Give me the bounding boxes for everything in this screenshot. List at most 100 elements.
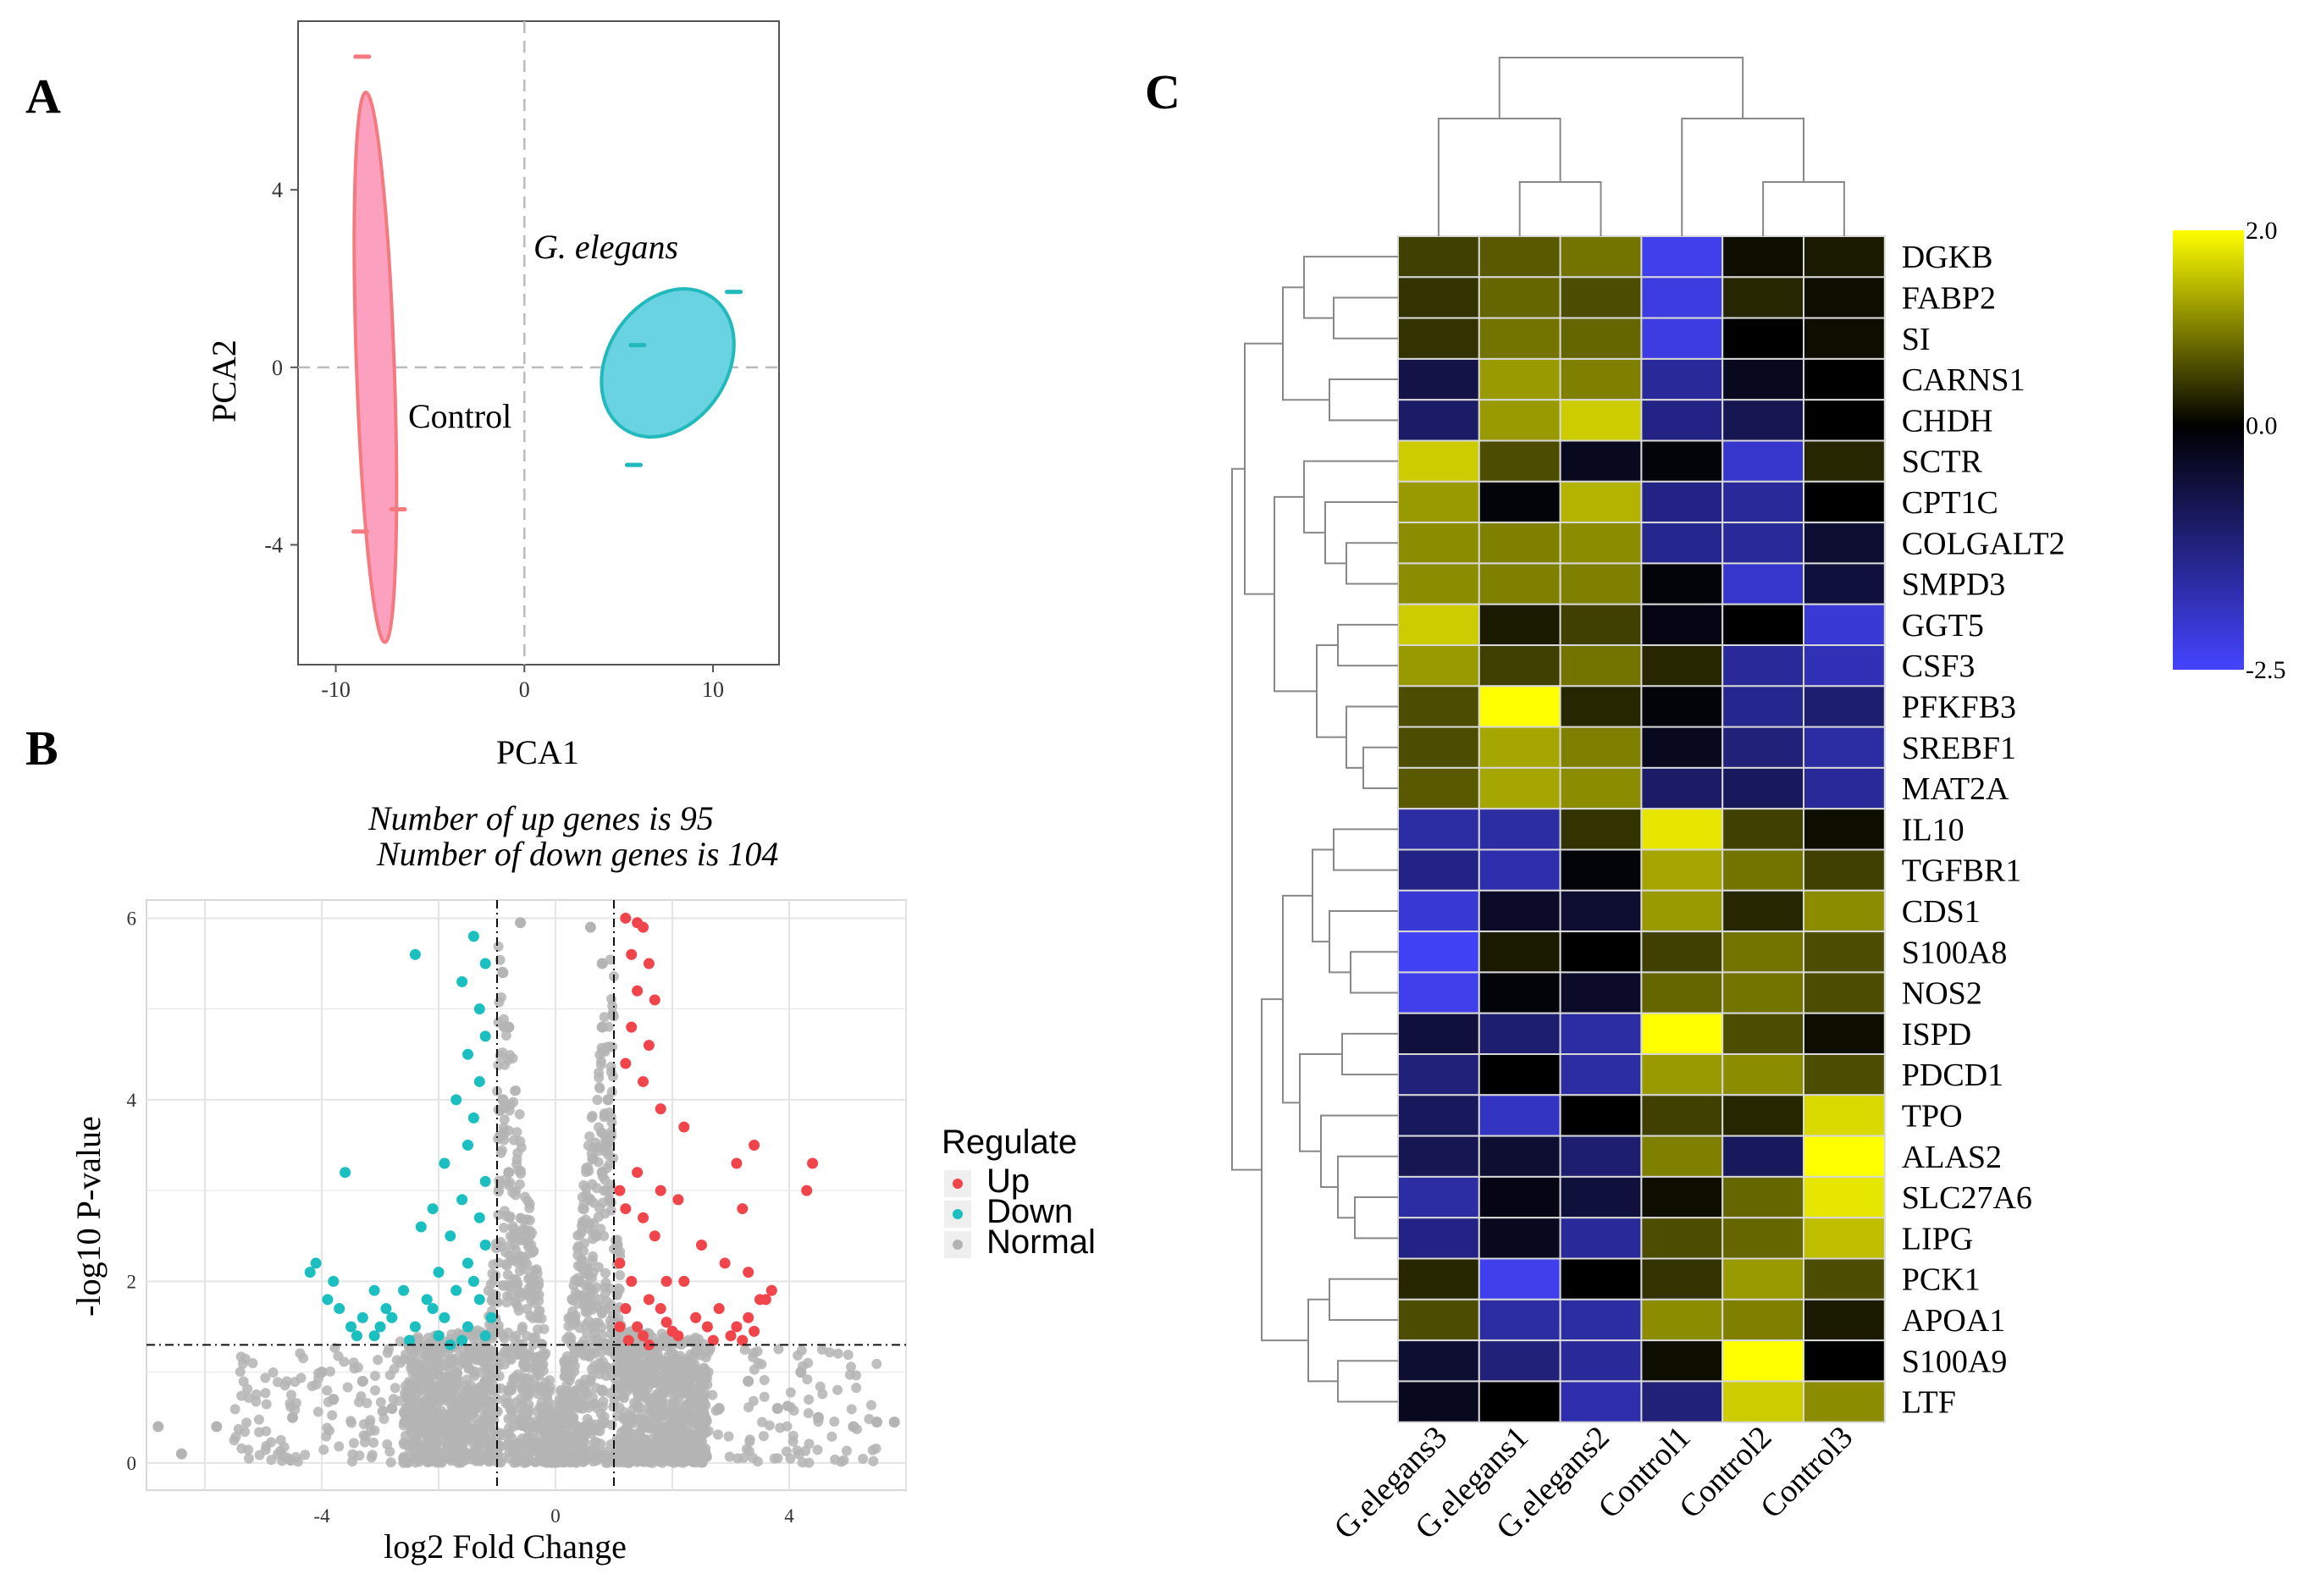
volcano-point-normal <box>596 1042 607 1053</box>
heatmap-cell <box>1640 889 1724 933</box>
heatmap-row-label: IL10 <box>1902 812 1965 848</box>
volcano-point-normal <box>693 1406 704 1417</box>
volcano-point-normal <box>639 1367 650 1378</box>
heatmap-row-label: LIPG <box>1902 1221 1973 1256</box>
volcano-point-normal <box>816 1344 827 1355</box>
volcano-point-normal <box>499 1114 510 1125</box>
volcano-point-normal <box>580 1444 591 1455</box>
volcano-point-normal <box>699 1388 710 1399</box>
heatmap-cell <box>1397 276 1480 319</box>
volcano-point-normal <box>596 1167 608 1179</box>
heatmap-cell <box>1397 1135 1480 1178</box>
volcano-point-normal <box>544 1386 555 1397</box>
heatmap-cell <box>1478 1217 1561 1260</box>
volcano-point-normal <box>739 1345 750 1356</box>
volcano-point-normal <box>386 1402 398 1414</box>
volcano-point-normal <box>600 1304 611 1315</box>
volcano-point-normal <box>235 1367 246 1378</box>
volcano-point-normal <box>384 1370 395 1381</box>
volcano-point-normal <box>596 1362 607 1373</box>
volcano-point-normal <box>408 1360 419 1371</box>
heatmap-row-label: S100A9 <box>1902 1344 2008 1379</box>
volcano-point-normal <box>594 1083 605 1094</box>
volcano-point-normal <box>515 917 527 929</box>
volcano-point-normal <box>285 1389 296 1400</box>
heatmap-cell <box>1478 522 1561 565</box>
volcano-point-down <box>462 1321 473 1333</box>
volcano-point-normal <box>428 1390 439 1401</box>
volcano-point-normal <box>620 1375 632 1387</box>
panel-letter-a: A <box>25 69 61 124</box>
volcano-point-normal <box>732 1453 743 1464</box>
heatmap-cell <box>1397 1217 1480 1260</box>
volcano-point-normal <box>588 1251 599 1262</box>
heatmap-cell <box>1640 848 1724 892</box>
volcano-point-normal <box>370 1385 381 1396</box>
colorbar-tick-label: -2.5 <box>2246 656 2286 684</box>
heatmap-cell <box>1478 276 1561 319</box>
dendrogram-branch <box>1231 467 1262 1171</box>
volcano-point-normal <box>574 1342 585 1353</box>
heatmap-cell <box>1640 399 1724 442</box>
volcano-legend-dot-normal <box>953 1240 963 1250</box>
dendrogram-branch <box>1337 1360 1398 1403</box>
heatmap-cell <box>1721 1175 1804 1219</box>
pca-frame <box>297 20 780 665</box>
volcano-point-normal <box>843 1350 854 1361</box>
volcano-point-normal <box>385 1457 396 1468</box>
volcano-point-normal <box>514 1179 525 1190</box>
volcano-point-down <box>479 1030 491 1042</box>
volcano-point-normal <box>631 1380 642 1391</box>
volcano-point-normal <box>593 1317 604 1328</box>
volcano-point-normal <box>829 1417 840 1428</box>
volcano-point-up <box>643 1040 655 1052</box>
volcano-point-normal <box>595 1056 606 1067</box>
volcano-point-normal <box>572 1250 583 1261</box>
volcano-point-normal <box>405 1379 416 1390</box>
heatmap-cell <box>1803 439 1886 483</box>
volcano-xlabel: log2 Fold Change <box>384 1527 627 1566</box>
volcano-point-normal <box>538 1438 549 1449</box>
heatmap-cell <box>1559 603 1643 647</box>
volcano-point-normal <box>621 1448 632 1459</box>
volcano-point-down <box>456 976 468 988</box>
volcano-point-normal <box>758 1431 769 1442</box>
heatmap-cell <box>1803 1135 1886 1178</box>
volcano-point-normal <box>581 1303 592 1314</box>
volcano-point-normal <box>605 954 616 965</box>
volcano-point-normal <box>324 1366 335 1377</box>
volcano-point-normal <box>671 1353 682 1364</box>
volcano-point-normal <box>690 1457 701 1468</box>
volcano-point-normal <box>465 1350 476 1361</box>
volcano-point-normal <box>741 1444 752 1455</box>
volcano-point-normal <box>595 1408 606 1419</box>
dendrogram-branch <box>1518 181 1602 236</box>
dendrogram-branch <box>1307 1298 1338 1383</box>
volcano-point-down <box>433 1267 445 1278</box>
volcano-point-up <box>765 1284 777 1296</box>
heatmap-cell <box>1640 317 1724 360</box>
heatmap-cell <box>1397 480 1480 524</box>
heatmap-cell <box>1478 1012 1561 1055</box>
dendrogram-branch <box>1244 342 1283 595</box>
heatmap-cell <box>1397 1053 1480 1096</box>
volcano-point-normal <box>793 1449 804 1460</box>
volcano-point-normal <box>452 1367 463 1378</box>
volcano-point-down <box>374 1321 386 1333</box>
heatmap-cell <box>1559 1012 1643 1055</box>
volcano-point-normal <box>511 1457 522 1468</box>
volcano-point-normal <box>419 1408 430 1419</box>
volcano-point-normal <box>571 1456 582 1467</box>
heatmap-cell <box>1397 808 1480 851</box>
volcano-point-normal <box>238 1376 249 1387</box>
dendrogram-branch <box>1354 1196 1398 1240</box>
volcano-point-normal <box>493 1186 504 1197</box>
volcano-point-normal <box>464 1363 475 1374</box>
heatmap-cell <box>1397 1298 1480 1342</box>
heatmap-cell <box>1478 1135 1561 1178</box>
volcano-ytick-label: 2 <box>127 1271 137 1292</box>
volcano-point-normal <box>500 1211 511 1222</box>
volcano-point-normal <box>475 1455 486 1466</box>
volcano-point-up <box>707 1334 719 1346</box>
volcano-point-normal <box>616 1427 627 1438</box>
